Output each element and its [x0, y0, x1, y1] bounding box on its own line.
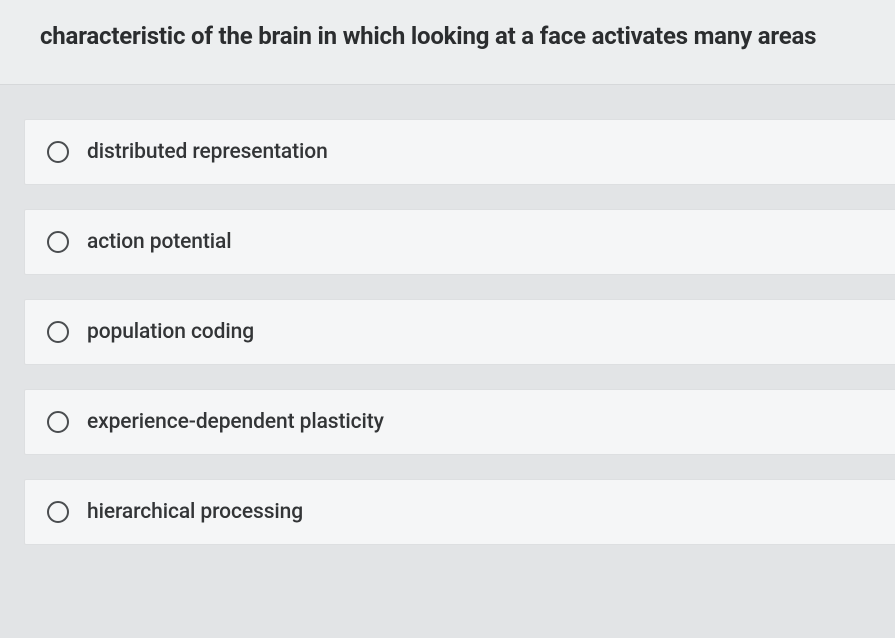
- option-action-potential[interactable]: action potential: [24, 209, 895, 275]
- option-distributed-representation[interactable]: distributed representation: [24, 119, 895, 185]
- radio-icon: [47, 321, 69, 343]
- radio-icon: [47, 141, 69, 163]
- question-text: characteristic of the brain in which loo…: [40, 22, 895, 50]
- question-block: characteristic of the brain in which loo…: [0, 0, 895, 85]
- option-hierarchical-processing[interactable]: hierarchical processing: [24, 479, 895, 545]
- radio-icon: [47, 411, 69, 433]
- option-label: hierarchical processing: [87, 500, 303, 524]
- radio-icon: [47, 501, 69, 523]
- option-label: action potential: [87, 230, 232, 254]
- option-population-coding[interactable]: population coding: [24, 299, 895, 365]
- options-list: distributed representation action potent…: [0, 85, 895, 545]
- radio-icon: [47, 231, 69, 253]
- option-label: population coding: [87, 320, 254, 344]
- option-experience-dependent-plasticity[interactable]: experience-dependent plasticity: [24, 389, 895, 455]
- option-label: distributed representation: [87, 140, 328, 164]
- option-label: experience-dependent plasticity: [87, 410, 384, 434]
